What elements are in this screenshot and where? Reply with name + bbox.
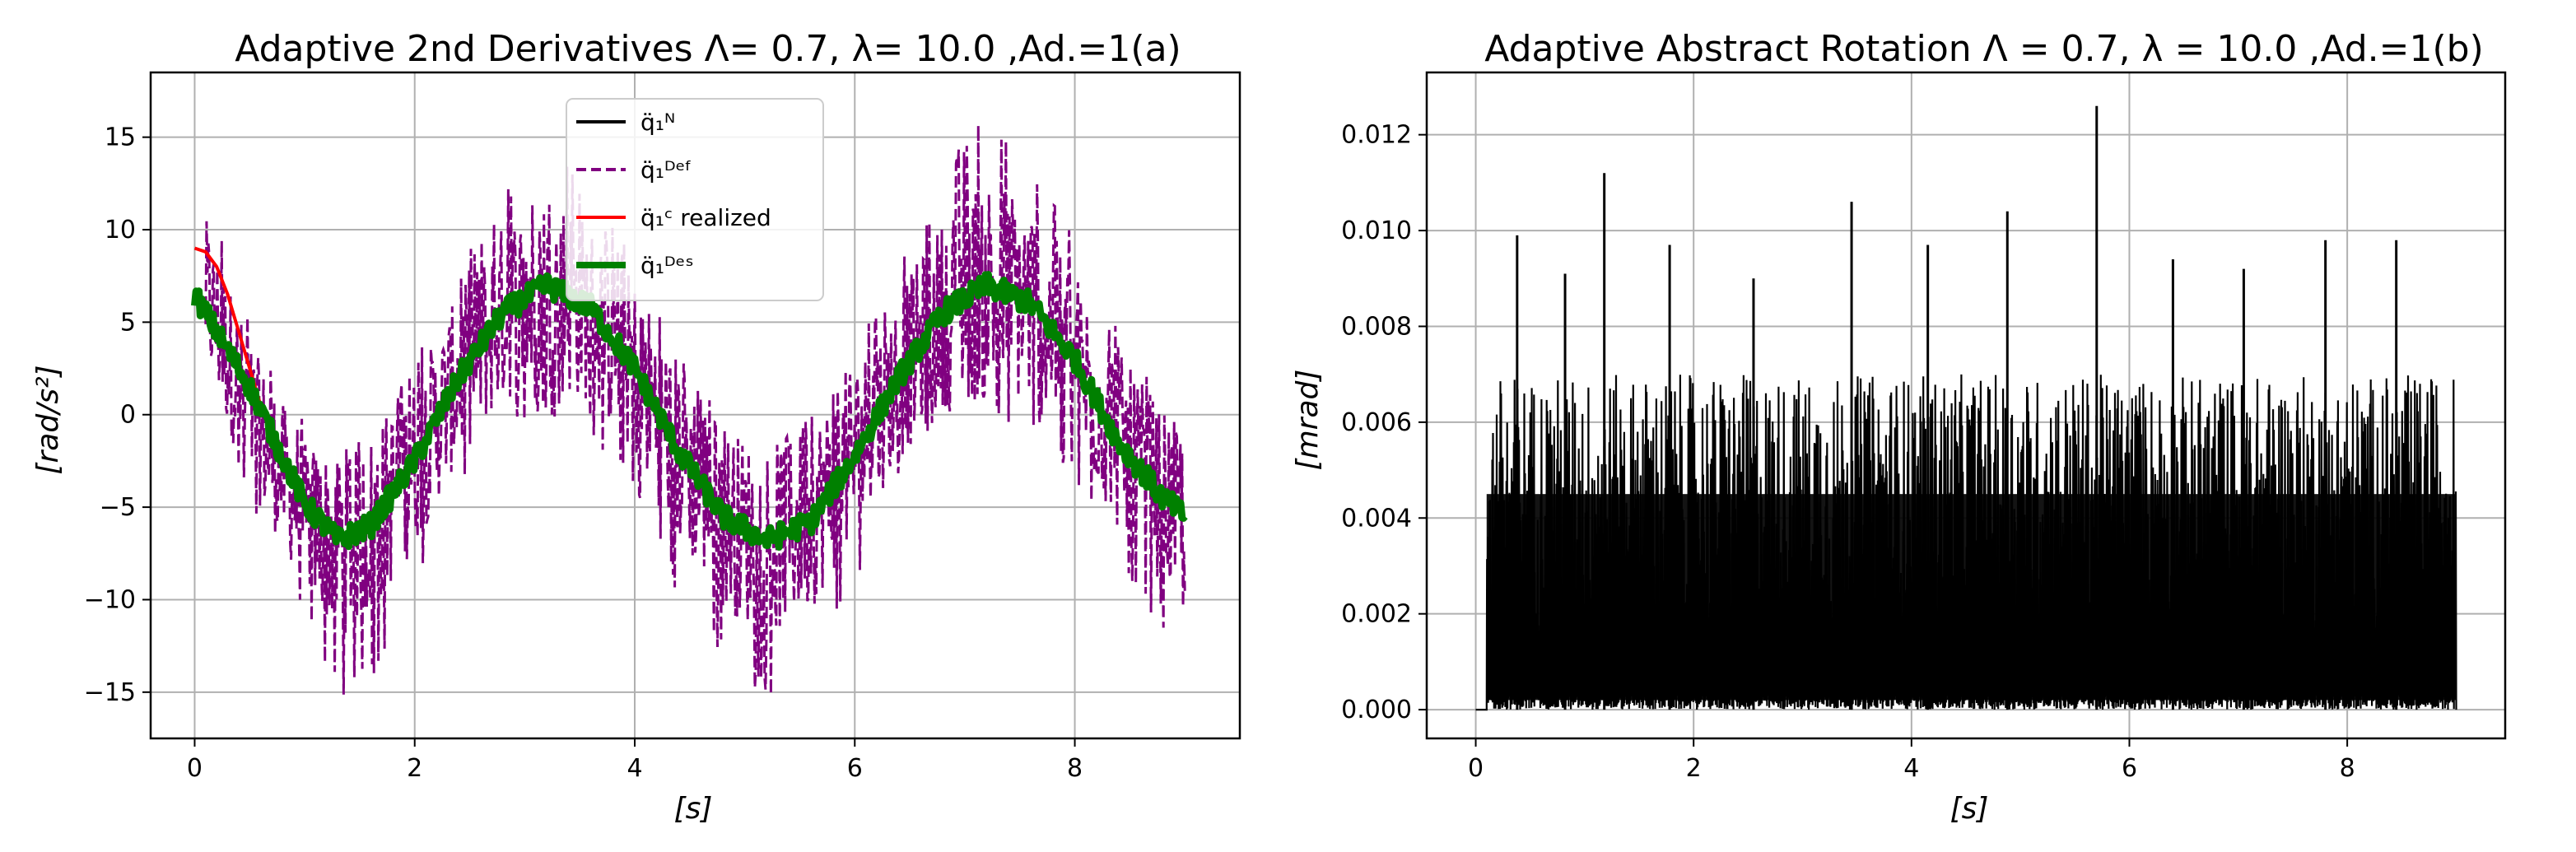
b-y-tick-label: 0.012 <box>1341 121 1412 150</box>
legend-box <box>566 98 824 301</box>
panel-b: 0 2 4 6 8 0.000 0.002 0.004 0.006 0.008 0.010 0.012… <box>1291 28 2507 826</box>
a-y-tick-label: −10 <box>84 585 136 614</box>
legend-label: q̈₁ᴰᵉˢ <box>641 252 694 279</box>
x-axis-label-a: [s] <box>674 792 713 826</box>
b-x-tick-label: 4 <box>1903 754 1919 783</box>
series-qdes-line <box>191 271 1188 551</box>
b-x-tick-label: 0 <box>1468 754 1484 783</box>
legend-label: q̈₁ᴺ <box>641 109 675 136</box>
axes-frame-a <box>149 71 1241 740</box>
a-y-tick-label: 10 <box>105 216 136 244</box>
b-y-tick-label: 0.010 <box>1341 216 1412 245</box>
b-y-tick-label: 0.006 <box>1341 408 1412 437</box>
a-x-tick-label: 2 <box>407 754 422 783</box>
a-x-tick-label: 0 <box>187 754 203 783</box>
series-qdef-line <box>204 125 1186 695</box>
y-axis-label-b: [mrad] <box>1291 370 1325 471</box>
chart-title-a: Adaptive 2nd Derivatives Λ= 0.7, λ= 10.0… <box>235 28 1181 70</box>
y-axis-label-a: [rad/s²] <box>31 365 65 474</box>
b-x-tick-label: 8 <box>2340 754 2355 783</box>
legend-a: q̈₁ᴺ q̈₁ᴰᵉᶠ q̈₁ᶜ realized q̈₁ᴰᵉˢ <box>566 98 824 301</box>
a-x-tick-label: 6 <box>847 754 863 783</box>
ticks-a: 0 2 4 6 8 −15 −10 −5 0 5 10 15 <box>84 123 1083 783</box>
b-y-tick-label: 0.008 <box>1341 312 1412 341</box>
panel-a: 0 2 4 6 8 −15 −10 −5 0 5 10 15 Adaptive 2nd Derivat… <box>31 28 1241 826</box>
a-x-tick-label: 4 <box>627 754 642 783</box>
axes-frame-b <box>1425 71 2507 740</box>
chart-title-b: Adaptive Abstract Rotation Λ = 0.7, λ = … <box>1484 28 2483 70</box>
b-y-tick-label: 0.000 <box>1341 696 1412 724</box>
b-x-tick-label: 6 <box>2122 754 2137 783</box>
a-y-tick-label: 0 <box>120 401 136 430</box>
plot-area-b <box>1475 105 2457 711</box>
a-y-tick-label: 15 <box>105 123 136 152</box>
a-y-tick-label: −5 <box>100 493 136 522</box>
rotation-dense-band <box>1486 494 2457 701</box>
plot-area-a <box>191 125 1188 695</box>
b-y-tick-label: 0.002 <box>1341 600 1412 629</box>
b-y-tick-label: 0.004 <box>1341 504 1412 533</box>
a-y-tick-label: 5 <box>120 308 136 337</box>
b-x-tick-label: 2 <box>1686 754 1702 783</box>
a-y-tick-label: −15 <box>84 678 136 707</box>
legend-label: q̈₁ᶜ realized <box>641 204 771 231</box>
ticks-b: 0 2 4 6 8 0.000 0.002 0.004 0.006 0.008 0.010 0.012 <box>1341 121 2355 783</box>
x-axis-label-b: [s] <box>1950 792 1989 826</box>
a-x-tick-label: 8 <box>1067 754 1083 783</box>
legend-label: q̈₁ᴰᵉᶠ <box>641 156 692 184</box>
